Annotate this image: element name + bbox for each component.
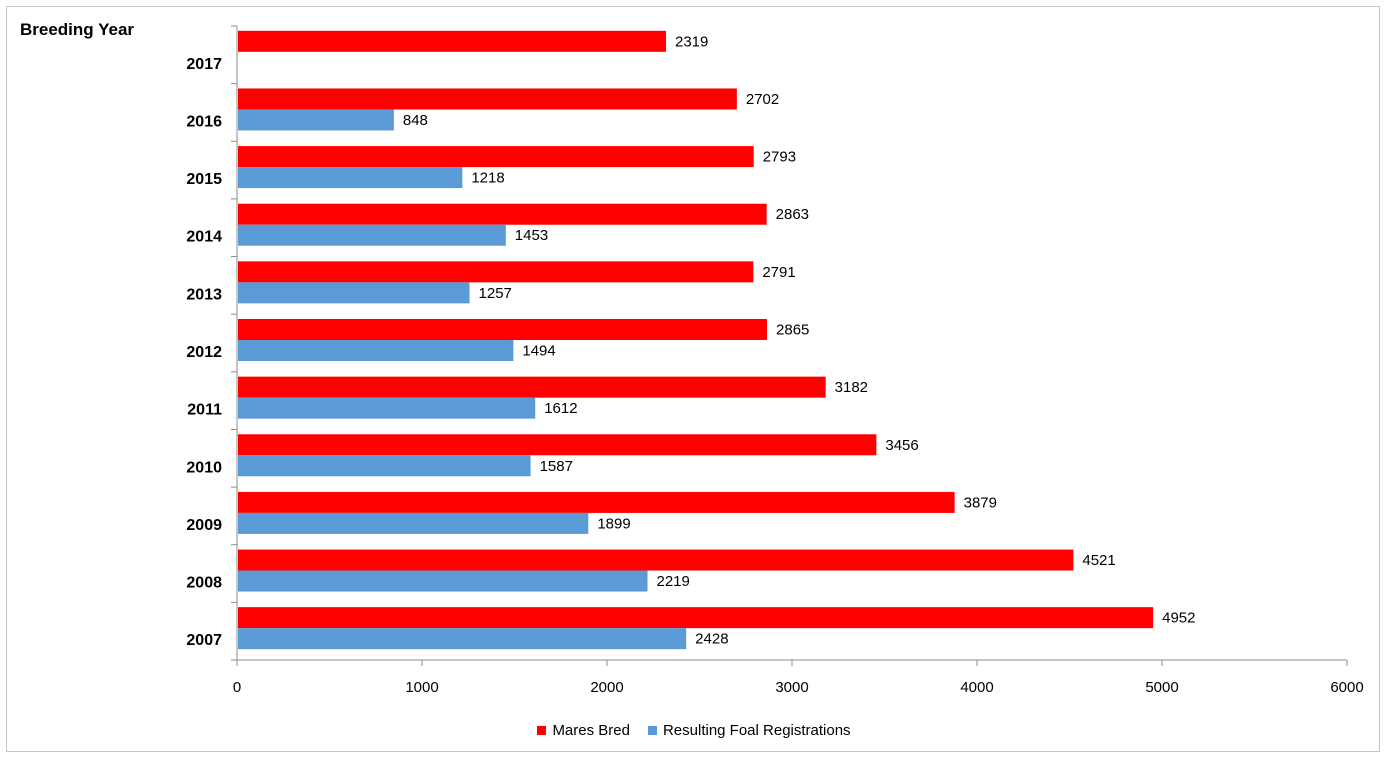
data-label: 1257	[479, 285, 512, 302]
y-tick-label: 2008	[186, 575, 222, 592]
data-label: 2791	[762, 264, 795, 281]
legend-label-foal-registrations: Resulting Foal Registrations	[662, 722, 851, 739]
y-tick-label: 2012	[186, 344, 222, 361]
bar-mares-bred	[238, 30, 667, 52]
bar-foal-registrations	[238, 167, 463, 189]
x-tick-label: 4000	[960, 679, 993, 696]
bar-foal-registrations	[238, 282, 470, 304]
data-label: 2428	[695, 631, 728, 648]
data-label: 3182	[835, 379, 868, 396]
x-tick-label: 1000	[405, 679, 438, 696]
y-tick-label: 2013	[186, 286, 222, 303]
y-tick-label: 2015	[186, 171, 222, 188]
bar-mares-bred	[238, 146, 754, 168]
legend: Mares Bred Resulting Foal Registrations	[0, 722, 1388, 739]
bar-foal-registrations	[238, 224, 506, 246]
y-tick-label: 2017	[186, 56, 222, 73]
legend-item-foal-registrations: Resulting Foal Registrations	[647, 722, 851, 739]
legend-item-mares-bred: Mares Bred	[537, 722, 630, 739]
data-label: 3456	[885, 437, 918, 454]
data-label: 2219	[657, 573, 690, 590]
y-tick-label: 2009	[186, 517, 222, 534]
bar-mares-bred	[238, 491, 955, 513]
data-label: 2793	[763, 149, 796, 166]
data-label: 1494	[522, 343, 555, 360]
data-label: 1218	[471, 170, 504, 187]
x-tick-label: 6000	[1330, 679, 1363, 696]
legend-swatch-mares-bred	[537, 726, 547, 735]
data-label: 4952	[1162, 610, 1195, 627]
bar-foal-registrations	[238, 397, 536, 419]
bar-foal-registrations	[238, 570, 648, 592]
bar-foal-registrations	[238, 512, 589, 534]
data-label: 2702	[746, 91, 779, 108]
y-tick-label: 2010	[186, 459, 222, 476]
y-tick-label: 2007	[186, 632, 222, 649]
bar-mares-bred	[238, 203, 767, 225]
x-tick-label: 0	[233, 679, 241, 696]
data-label: 1453	[515, 227, 548, 244]
bar-mares-bred	[238, 88, 737, 110]
data-label: 2865	[776, 322, 809, 339]
y-axis-title: Breeding Year	[20, 20, 135, 39]
legend-swatch-foal-registrations	[647, 726, 657, 735]
bar-mares-bred	[238, 319, 768, 340]
bar-mares-bred	[238, 261, 754, 283]
x-tick-label: 3000	[775, 679, 808, 696]
x-tick-label: 5000	[1145, 679, 1178, 696]
data-label: 848	[403, 112, 428, 129]
bar-foal-registrations	[238, 628, 687, 650]
data-label: 2319	[675, 33, 708, 50]
bar-mares-bred	[238, 549, 1074, 571]
bar-mares-bred	[238, 607, 1154, 629]
data-label: 4521	[1082, 552, 1115, 569]
y-tick-label: 2016	[186, 113, 222, 130]
bar-mares-bred	[238, 376, 826, 398]
legend-label-mares-bred: Mares Bred	[552, 722, 630, 739]
bar-foal-registrations	[238, 340, 514, 361]
y-tick-label: 2011	[187, 402, 222, 419]
bar-mares-bred	[238, 434, 877, 456]
x-tick-label: 2000	[590, 679, 623, 696]
bar-foal-registrations	[238, 109, 394, 131]
data-label: 1587	[540, 458, 573, 475]
data-label: 2863	[776, 206, 809, 223]
y-tick-label: 2014	[186, 229, 222, 246]
data-label: 1899	[597, 515, 630, 532]
bar-foal-registrations	[238, 455, 531, 477]
data-label: 3879	[964, 494, 997, 511]
data-label: 1612	[544, 400, 577, 417]
